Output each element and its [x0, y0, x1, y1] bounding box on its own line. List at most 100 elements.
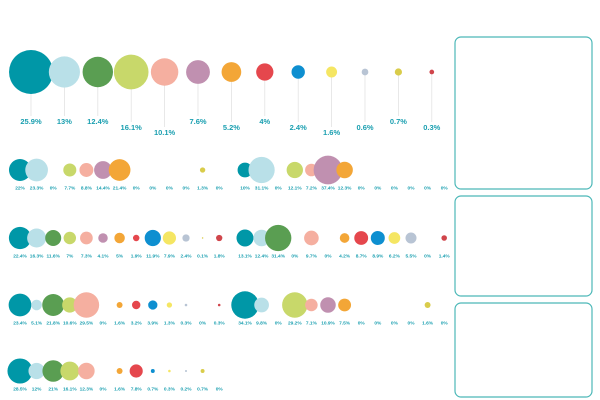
bubble	[80, 231, 93, 245]
bubble	[304, 230, 319, 246]
value-label: 1.6%	[422, 320, 434, 326]
value-label: 6.2%	[389, 253, 401, 259]
bubble	[42, 294, 65, 316]
bubble	[45, 229, 62, 247]
value-label: 7%	[66, 253, 74, 259]
value-label: 1.6%	[323, 128, 340, 137]
value-label: 16.1%	[121, 123, 143, 132]
value-label: 0%	[424, 253, 432, 259]
bubble	[28, 362, 45, 380]
value-label: 25.9%	[20, 117, 42, 126]
bubble	[63, 163, 77, 177]
value-label: 0%	[149, 185, 157, 191]
value-label: 8.8%	[81, 185, 93, 191]
value-label: 13.1%	[238, 253, 252, 259]
bubble	[286, 161, 303, 179]
value-label: 16.1%	[63, 386, 77, 392]
value-label: 0.3%	[423, 123, 440, 132]
bubble	[248, 156, 275, 184]
bubble	[25, 158, 48, 182]
value-label: 0%	[216, 185, 224, 191]
value-label: 10%	[240, 185, 250, 191]
value-label: 9.7%	[306, 253, 318, 259]
value-label: 0%	[183, 185, 191, 191]
bubble	[394, 68, 403, 76]
bubble	[9, 50, 53, 94]
value-label: 10.1%	[154, 128, 176, 137]
value-label: 0%	[424, 185, 432, 191]
value-label: 5.5%	[406, 253, 418, 259]
value-label: 7.9%	[164, 253, 176, 259]
value-label: 7.8%	[131, 386, 143, 392]
value-label: 12.1%	[288, 185, 302, 191]
bubble	[82, 56, 114, 88]
bubble	[339, 233, 350, 243]
side-panel	[454, 302, 593, 398]
bubble	[116, 302, 123, 308]
value-label: 0%	[100, 386, 108, 392]
bubble	[31, 299, 42, 311]
bubble	[254, 297, 269, 313]
value-label: 7.6%	[189, 117, 206, 126]
bubble	[221, 62, 242, 82]
bubble	[184, 303, 188, 307]
value-label: 0.3%	[181, 320, 193, 326]
bubble	[184, 369, 188, 373]
bubble	[201, 237, 204, 239]
value-label: 1.3%	[197, 185, 209, 191]
value-label: 29.5%	[80, 320, 94, 326]
bubble	[98, 233, 108, 243]
value-label: 0%	[391, 320, 399, 326]
value-label: 1.3%	[164, 320, 176, 326]
bubble	[27, 228, 47, 248]
value-label: 0.6%	[356, 123, 373, 132]
value-label: 4%	[259, 117, 270, 126]
value-label: 31.1%	[255, 185, 269, 191]
value-label: 0.7%	[147, 386, 159, 392]
value-label: 9.8%	[256, 320, 268, 326]
bubble	[8, 226, 32, 250]
value-label: 0%	[358, 185, 366, 191]
bubble	[168, 369, 171, 373]
value-label: 7.1%	[306, 320, 318, 326]
bubble	[150, 58, 179, 86]
bubble	[291, 65, 305, 79]
value-label: 7.2%	[306, 185, 318, 191]
value-label: 22.4%	[13, 253, 27, 259]
bubble	[326, 66, 338, 78]
bubble	[166, 302, 173, 308]
value-label: 3.2%	[131, 320, 143, 326]
bubble	[94, 161, 112, 179]
bubble	[305, 298, 318, 312]
bubble	[231, 291, 259, 319]
bubble	[108, 159, 131, 181]
bubble	[441, 235, 447, 241]
bubble	[129, 364, 143, 378]
value-label: 1.6%	[114, 386, 126, 392]
bubble	[116, 368, 123, 374]
bubble	[150, 369, 155, 373]
value-label: 0.7%	[197, 386, 209, 392]
value-label: 21%	[48, 386, 58, 392]
value-label: 12.4%	[87, 117, 109, 126]
bubble	[186, 60, 210, 84]
value-label: 28.5%	[13, 386, 27, 392]
bubble	[131, 300, 141, 310]
value-label: 12.4%	[255, 253, 269, 259]
bubble	[405, 232, 417, 244]
value-label: 0%	[275, 185, 283, 191]
bubble	[338, 298, 352, 312]
bubble	[60, 361, 80, 381]
bubble	[336, 161, 353, 179]
bubble	[79, 163, 94, 177]
value-label: 3.9%	[147, 320, 159, 326]
side-panel	[454, 36, 593, 190]
value-label: 14.4%	[96, 185, 110, 191]
bubble	[42, 360, 64, 382]
bubble	[8, 293, 32, 317]
value-label: 0%	[199, 320, 207, 326]
bubble	[162, 231, 177, 245]
value-label: 16.3%	[30, 253, 44, 259]
value-label: 0.7%	[390, 117, 407, 126]
